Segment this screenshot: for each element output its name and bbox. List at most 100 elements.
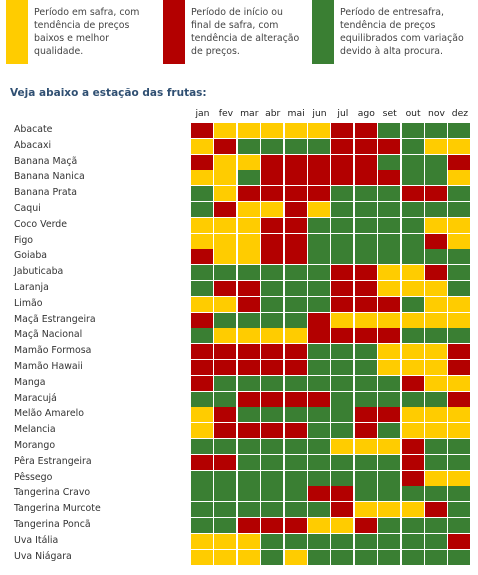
fruit-row: Jabuticaba (0, 265, 478, 281)
season-cell-fev (214, 533, 237, 549)
fruit-name: Maçã Estrangeira (14, 313, 96, 325)
season-cell-set (378, 391, 401, 407)
fruit-row: Abacate (0, 123, 478, 139)
season-cell-mai (284, 454, 307, 470)
season-cell-jan (191, 439, 213, 454)
season-cell-mar (237, 138, 260, 154)
fruit-row: Goiaba (0, 249, 478, 265)
season-cell-set (378, 123, 401, 138)
season-cell-set (378, 360, 401, 375)
season-cell-nov (425, 233, 447, 249)
season-cell-mar (237, 328, 260, 344)
season-cell-mai (284, 423, 307, 439)
season-cell-mai (284, 375, 307, 391)
season-cell-set (378, 344, 401, 360)
season-cell-mar (237, 281, 260, 296)
season-cell-out (401, 312, 424, 328)
fruit-name: Pêra Estrangeira (14, 455, 92, 467)
season-cell-out (401, 154, 424, 170)
fruit-row: Manga (0, 375, 478, 392)
season-cell-mar (237, 123, 260, 138)
month-label-nov: nov (428, 108, 445, 119)
season-cell-abr (261, 123, 284, 138)
season-cell-nov (425, 281, 447, 296)
season-cell-mai (284, 470, 307, 486)
season-cell-abr (261, 486, 284, 502)
season-cell-fev (214, 407, 237, 423)
season-cell-abr (261, 265, 284, 281)
season-cell-dez (448, 186, 471, 202)
season-cell-jan (191, 518, 213, 533)
season-cell-nov (425, 312, 447, 328)
fruit-row: Melão Amarelo (0, 407, 478, 423)
season-cell-mar (237, 217, 260, 233)
season-cell-jan (191, 170, 213, 186)
season-cell-mar (237, 502, 260, 518)
season-cell-nov (425, 296, 447, 312)
fruit-row: Laranja (0, 281, 478, 297)
season-cell-mar (237, 549, 260, 565)
season-cell-dez (448, 249, 471, 265)
month-label-abr: abr (265, 108, 281, 119)
season-cell-mai (284, 170, 307, 186)
season-cell-jan (191, 344, 213, 360)
season-cell-out (401, 123, 424, 138)
month-label-out: out (405, 108, 421, 119)
season-cell-jul (331, 439, 354, 454)
season-cell-abr (261, 217, 284, 233)
season-cell-dez (448, 138, 471, 154)
season-cell-mar (237, 518, 260, 533)
season-cell-mai (284, 407, 307, 423)
fruit-row: Coco Verde (0, 217, 478, 234)
season-cell-mar (237, 265, 260, 281)
season-cell-dez (448, 375, 471, 391)
season-cell-ago (354, 502, 377, 518)
season-cell-jul (331, 518, 354, 533)
season-cell-abr (261, 502, 284, 518)
season-cell-fev (214, 470, 237, 486)
season-cell-abr (261, 249, 284, 265)
season-cell-nov (425, 217, 447, 233)
season-cell-mar (237, 470, 260, 486)
month-label-mai: mai (287, 108, 305, 119)
season-cell-dez (448, 296, 471, 312)
season-cell-ago (354, 265, 377, 281)
season-cell-set (378, 138, 401, 154)
season-cell-out (401, 375, 424, 391)
fruit-row: Tangerina Murcote (0, 502, 478, 518)
season-cell-set (378, 281, 401, 296)
season-cell-nov (425, 407, 447, 423)
season-cell-nov (425, 154, 447, 170)
season-cell-set (378, 170, 401, 186)
season-cell-abr (261, 138, 284, 154)
season-cell-mai (284, 360, 307, 375)
fruit-name: Uva Niágara (14, 550, 72, 562)
season-cell-jul (331, 328, 354, 344)
season-cell-nov (425, 123, 447, 138)
season-cell-jan (191, 154, 213, 170)
season-cell-ago (354, 391, 377, 407)
season-cell-out (401, 249, 424, 265)
fruit-name: Banana Nanica (14, 171, 85, 183)
season-cell-nov (425, 391, 447, 407)
season-cell-fev (214, 391, 237, 407)
season-cell-mai (284, 486, 307, 502)
season-cell-mar (237, 296, 260, 312)
season-cell-nov (425, 518, 447, 533)
season-cell-abr (261, 391, 284, 407)
fruit-name: Mamão Formosa (14, 345, 92, 357)
season-cell-jan (191, 265, 213, 281)
season-cell-nov (425, 138, 447, 154)
season-cell-nov (425, 328, 447, 344)
season-cell-set (378, 375, 401, 391)
season-cell-mai (284, 312, 307, 328)
fruit-row: Caqui (0, 202, 478, 218)
fruit-name: Mamão Hawaii (14, 361, 83, 372)
season-cell-jan (191, 454, 213, 470)
season-cell-jul (331, 186, 354, 202)
season-cell-dez (448, 470, 471, 486)
season-cell-fev (214, 233, 237, 249)
season-cell-fev (214, 502, 237, 518)
season-cell-jun (308, 281, 330, 296)
season-cell-ago (354, 423, 377, 439)
